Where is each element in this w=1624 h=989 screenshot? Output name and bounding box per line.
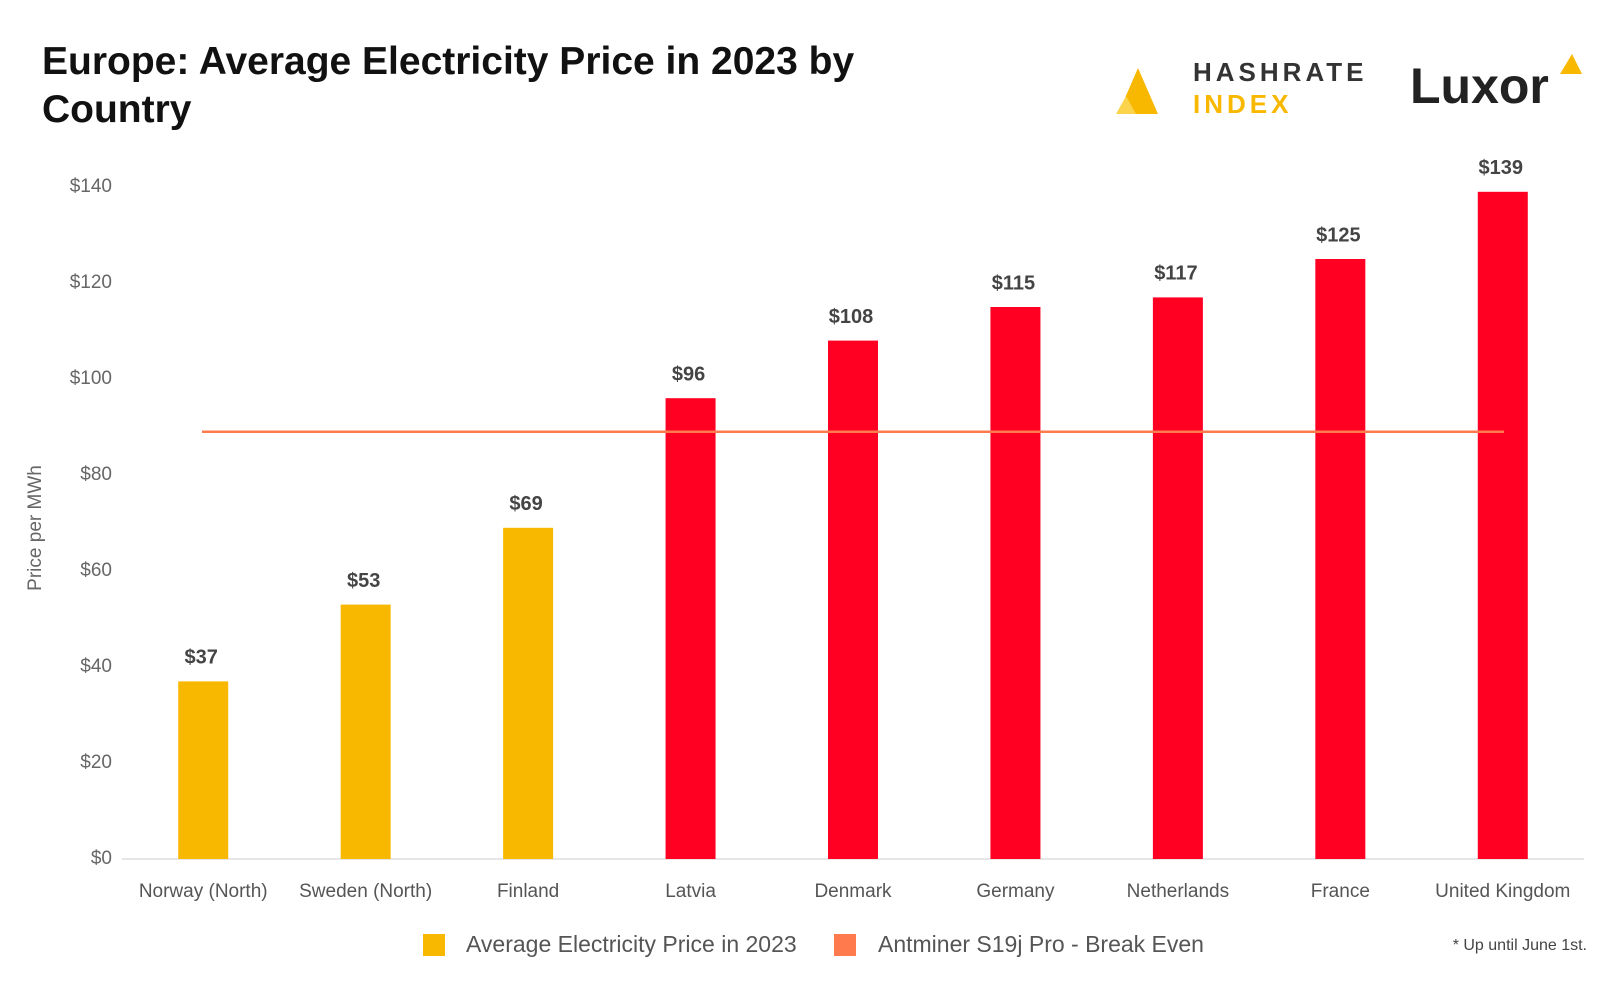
y-tick-label: $20	[80, 752, 112, 773]
bar	[1477, 191, 1528, 860]
bar	[990, 307, 1041, 859]
value-label: $53	[347, 570, 380, 592]
bar	[665, 398, 716, 859]
value-label: $69	[509, 493, 542, 515]
value-label: $115	[992, 272, 1035, 294]
value-label: $125	[1316, 224, 1361, 246]
footnote: * Up until June 1st.	[1453, 937, 1587, 954]
legend-label: Antminer S19j Pro - Break Even	[878, 931, 1204, 957]
logo-shape	[1116, 96, 1136, 114]
y-tick-label: $140	[70, 176, 112, 197]
x-tick-label: France	[1311, 881, 1370, 902]
luxor-logo: Luxor	[1410, 54, 1582, 114]
chart-title: Europe: Average Electricity Price in 202…	[42, 40, 855, 131]
y-tick-label: $120	[70, 272, 112, 293]
legend-swatch	[834, 934, 856, 956]
bar	[1152, 297, 1203, 859]
bar	[340, 604, 391, 859]
value-label: $96	[672, 363, 705, 385]
y-tick-label: $100	[70, 368, 112, 389]
logo-shape	[1560, 54, 1582, 74]
x-tick-label: Latvia	[665, 881, 716, 902]
x-tick-label: Sweden (North)	[299, 881, 432, 902]
y-tick-label: $40	[80, 656, 112, 677]
value-label: $139	[1479, 157, 1524, 179]
logo-text: Luxor	[1410, 58, 1549, 114]
x-tick-label: Denmark	[814, 881, 892, 902]
legend-label: Average Electricity Price in 2023	[466, 931, 797, 957]
bar	[1315, 259, 1366, 859]
y-axis-label: Price per MWh	[25, 465, 46, 591]
x-tick-label: Finland	[497, 881, 559, 902]
y-tick-label: $80	[80, 464, 112, 485]
x-tick-label: Norway (North)	[139, 881, 268, 902]
x-tick-label: Germany	[976, 881, 1055, 902]
legend-swatch	[423, 934, 445, 956]
x-tick-label: Netherlands	[1127, 881, 1229, 902]
value-label: $117	[1154, 263, 1197, 285]
logo-text: HASHRATE	[1193, 57, 1368, 87]
bar	[178, 681, 229, 859]
value-label: $108	[829, 306, 874, 328]
logo-text: INDEX	[1193, 89, 1292, 119]
y-tick-label: $0	[91, 848, 112, 869]
bar	[828, 340, 878, 860]
y-tick-label: $60	[80, 560, 112, 581]
bar	[503, 527, 554, 859]
value-label: $37	[185, 647, 218, 669]
x-tick-label: United Kingdom	[1435, 881, 1570, 902]
hashrate-logo: HASHRATE INDEX	[1116, 57, 1368, 119]
